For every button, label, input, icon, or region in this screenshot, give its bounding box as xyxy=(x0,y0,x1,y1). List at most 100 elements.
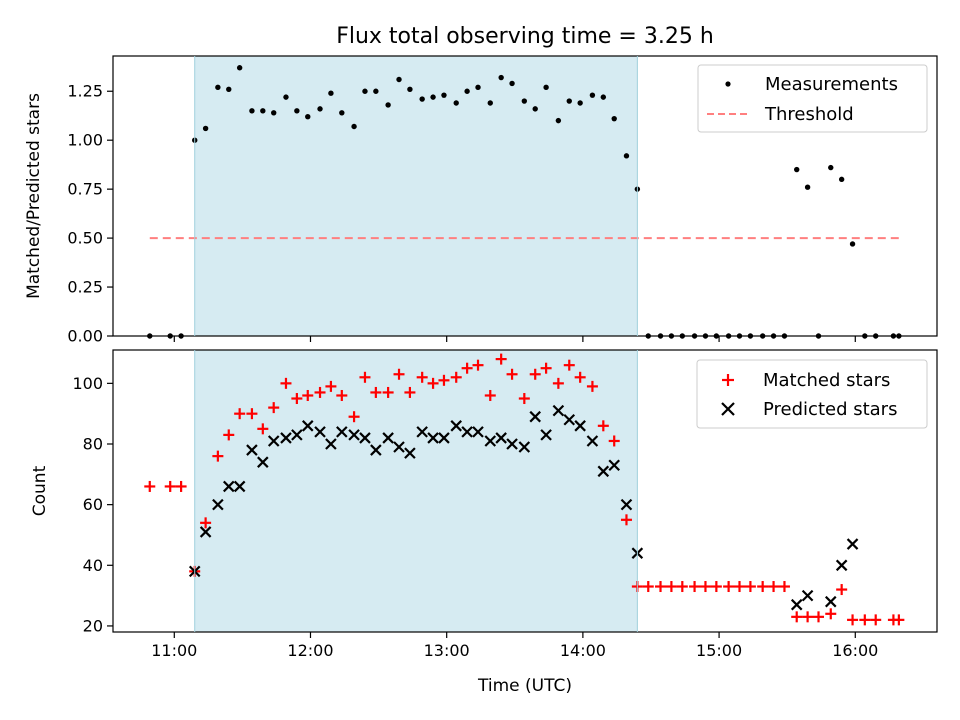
predicted-star-point xyxy=(552,404,565,417)
bottom-x-axis-label: Time (UTC) xyxy=(477,676,572,696)
bottom-legend: Matched stars Predicted stars xyxy=(696,359,928,429)
matched-star-point xyxy=(665,581,677,593)
measurement-point xyxy=(373,88,379,94)
matched-star-point xyxy=(540,362,552,374)
predicted-star-point xyxy=(212,498,224,511)
matched-star-point xyxy=(212,450,224,462)
top-points-layer xyxy=(147,65,902,339)
matched-star-point xyxy=(393,368,405,380)
measurement-point xyxy=(600,94,607,100)
matched-star-point xyxy=(472,359,484,371)
y-tick-label: 40 xyxy=(83,556,103,575)
matched-star-point xyxy=(495,353,507,365)
matched-star-point xyxy=(359,371,371,383)
matched-star-point xyxy=(280,377,292,389)
bottom-axes-frame xyxy=(112,349,938,633)
measurement-point xyxy=(555,117,562,124)
predicted-star-point xyxy=(472,426,484,438)
matched-star-point xyxy=(461,362,473,374)
x-tick-label: 15:00 xyxy=(696,641,742,660)
bottom-shaded-span xyxy=(194,350,638,632)
measurement-point xyxy=(498,74,504,81)
predicted-star-point xyxy=(801,589,814,602)
measurement-point xyxy=(464,88,470,94)
predicted-star-point xyxy=(790,598,803,611)
predicted-star-point xyxy=(484,435,497,447)
matched-star-point xyxy=(234,408,246,420)
top-shaded-span xyxy=(194,56,638,336)
predicted-star-point xyxy=(291,429,303,441)
predicted-star-point xyxy=(438,432,450,444)
predicted-star-point xyxy=(404,447,416,459)
predicted-star-point xyxy=(824,595,837,608)
bottom-legend-box xyxy=(696,359,928,429)
predicted-star-point xyxy=(280,432,292,444)
measurement-point xyxy=(475,84,481,91)
predicted-star-point xyxy=(835,559,848,572)
measurement-point xyxy=(794,166,800,173)
chart-title: Flux total observing time = 3.25 h xyxy=(336,24,714,49)
matched-star-point xyxy=(802,611,814,623)
matched-star-point xyxy=(642,581,654,593)
matched-star-point xyxy=(257,423,269,435)
predicted-star-point xyxy=(301,420,314,432)
matched-star-point xyxy=(655,581,667,593)
matched-star-point xyxy=(404,386,416,398)
measurement-point xyxy=(407,86,413,92)
matched-star-point xyxy=(689,581,701,593)
matched-star-point xyxy=(268,402,280,414)
measurement-point xyxy=(441,92,447,98)
legend-predicted-label: Predicted stars xyxy=(763,399,897,420)
bottom-xticks-layer: 11:00 12:00 13:00 14:00 15:00 16:00 xyxy=(151,632,878,660)
matched-star-point xyxy=(757,581,769,593)
legend-matched-label: Matched stars xyxy=(763,370,890,391)
predicted-star-point xyxy=(359,432,371,444)
x-tick-label: 13:00 xyxy=(424,641,470,660)
measurement-point xyxy=(283,94,289,100)
matched-star-point xyxy=(813,611,825,623)
measurement-point xyxy=(430,94,436,100)
matched-star-point xyxy=(506,368,518,380)
matched-star-point xyxy=(744,581,756,593)
predicted-star-point xyxy=(393,441,405,453)
measurement-point xyxy=(249,108,255,114)
measurement-point xyxy=(532,106,538,112)
bottom-predicted-layer xyxy=(188,404,859,611)
matched-star-point xyxy=(314,386,326,398)
predicted-star-point xyxy=(325,438,337,450)
top-legend: Measurements Threshold xyxy=(697,64,928,133)
top-legend-box xyxy=(697,64,928,133)
measurement-point xyxy=(236,65,243,71)
measurement-point xyxy=(339,110,345,116)
predicted-star-point xyxy=(348,429,360,441)
predicted-star-point xyxy=(597,465,610,478)
predicted-star-point xyxy=(267,435,280,447)
predicted-star-point xyxy=(518,441,531,453)
predicted-star-point xyxy=(199,526,212,538)
y-tick-label: 100 xyxy=(72,374,103,393)
measurement-point xyxy=(305,113,311,120)
matched-star-point xyxy=(563,359,575,371)
measurement-point xyxy=(202,125,209,132)
top-axes-frame xyxy=(112,55,938,337)
x-tick-label: 14:00 xyxy=(560,641,606,660)
predicted-star-point xyxy=(540,429,552,441)
predicted-star-point xyxy=(574,420,586,432)
predicted-star-point xyxy=(461,426,473,438)
measurement-point xyxy=(521,98,528,104)
matched-star-point xyxy=(586,380,598,392)
predicted-star-point xyxy=(336,426,348,438)
matched-star-point xyxy=(416,371,428,383)
matched-star-point xyxy=(336,389,348,401)
legend-matched-marker xyxy=(722,374,734,386)
predicted-star-point xyxy=(370,444,382,456)
top-y-axis-label: Matched/Predicted stars xyxy=(24,93,44,299)
measurement-point xyxy=(271,110,277,116)
matched-star-point xyxy=(723,581,735,593)
matched-star-point xyxy=(608,435,620,447)
matched-star-point xyxy=(302,389,314,401)
matched-star-point xyxy=(676,581,688,593)
measurement-point xyxy=(453,100,459,106)
predicted-star-point xyxy=(846,538,859,550)
